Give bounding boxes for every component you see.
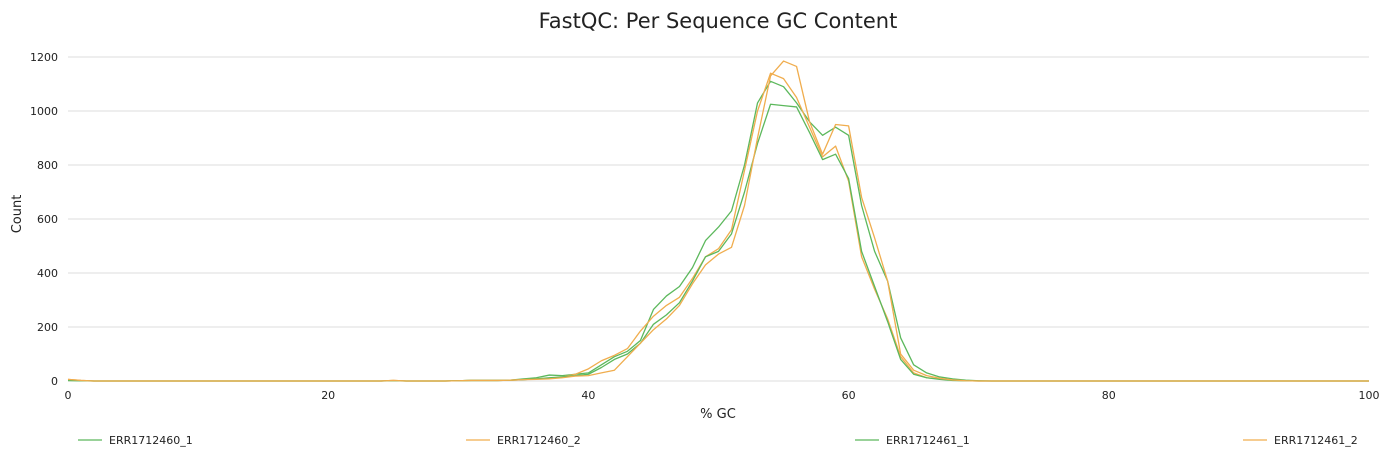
x-tick-label-0: 0	[65, 389, 72, 402]
legend-label-ERR1712461_2: ERR1712461_2	[1274, 434, 1358, 447]
y-axis-title: Count	[10, 195, 25, 234]
legend-item-ERR1712461_2[interactable]: ERR1712461_2	[1243, 434, 1358, 447]
y-tick-label-800: 800	[37, 159, 58, 172]
legend-label-ERR1712460_1: ERR1712460_1	[109, 434, 193, 447]
x-tick-label-60: 60	[842, 389, 856, 402]
chart-title: FastQC: Per Sequence GC Content	[539, 9, 898, 33]
series-line-ERR1712461_2[interactable]	[67, 60, 1369, 382]
gridlines	[68, 56, 1369, 328]
x-tick-label-40: 40	[581, 389, 595, 402]
series-lines	[67, 60, 1369, 382]
x-axis-title: % GC	[700, 407, 736, 422]
y-tick-label-200: 200	[37, 321, 58, 334]
x-tick-label-80: 80	[1102, 389, 1116, 402]
y-tick-label-400: 400	[37, 267, 58, 280]
legend-item-ERR1712460_2[interactable]: ERR1712460_2	[466, 434, 581, 447]
series-line-ERR1712461_1[interactable]	[67, 103, 1369, 382]
legend-label-ERR1712461_1: ERR1712461_1	[886, 434, 970, 447]
legend-item-ERR1712460_1[interactable]: ERR1712460_1	[78, 434, 193, 447]
x-tick-label-100: 100	[1359, 389, 1380, 402]
legend-label-ERR1712460_2: ERR1712460_2	[497, 434, 581, 447]
legend[interactable]: ERR1712460_1 ERR1712460_2 ERR1712461_1 ERR1…	[78, 434, 1358, 447]
y-tick-label-1000: 1000	[30, 105, 58, 118]
legend-item-ERR1712461_1[interactable]: ERR1712461_1	[855, 434, 970, 447]
series-line-ERR1712460_1[interactable]	[67, 80, 1369, 382]
x-tick-label-20: 20	[321, 389, 335, 402]
y-tick-label-600: 600	[37, 213, 58, 226]
y-tick-label-1200: 1200	[30, 51, 58, 64]
y-axis-ticks: 0 200 400 600 800 1000 1200	[30, 51, 58, 388]
y-tick-label-0: 0	[51, 375, 58, 388]
x-axis-ticks: 0 20 40 60 80 100	[65, 389, 1380, 402]
